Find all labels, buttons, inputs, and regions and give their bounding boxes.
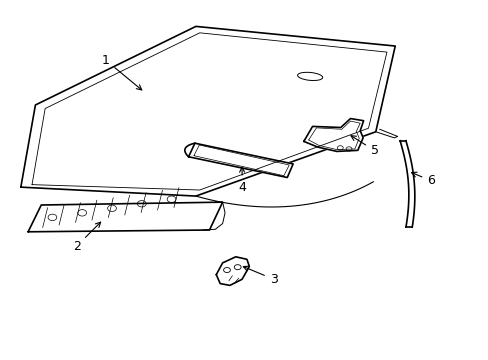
Polygon shape bbox=[216, 257, 249, 285]
Polygon shape bbox=[399, 141, 414, 227]
Text: 2: 2 bbox=[73, 222, 101, 253]
Text: 5: 5 bbox=[350, 136, 378, 157]
Polygon shape bbox=[188, 143, 292, 177]
Polygon shape bbox=[21, 26, 394, 196]
Text: 1: 1 bbox=[102, 54, 142, 90]
Text: 6: 6 bbox=[411, 172, 434, 187]
Polygon shape bbox=[28, 202, 222, 232]
Text: 4: 4 bbox=[238, 167, 245, 194]
Polygon shape bbox=[303, 118, 363, 152]
Text: 3: 3 bbox=[243, 266, 277, 286]
